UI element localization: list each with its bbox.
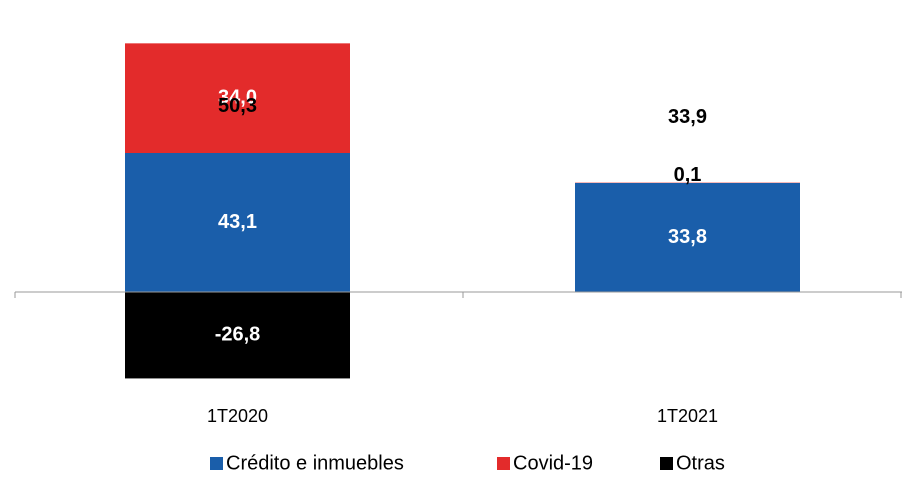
bar-segment xyxy=(125,153,350,292)
bar-segment xyxy=(575,182,800,292)
x-tick-label: 1T2021 xyxy=(657,406,718,426)
value-label: 43,1 xyxy=(218,211,257,233)
value-label: 0,1 xyxy=(674,164,702,186)
x-tick-label: 1T2020 xyxy=(207,406,268,426)
legend-label: Covid-19 xyxy=(513,452,593,474)
bar-segment xyxy=(125,292,350,379)
value-label: -26,8 xyxy=(215,323,261,345)
value-label: 33,8 xyxy=(668,226,707,248)
total-label: 50,3 xyxy=(218,95,257,117)
legend-swatch xyxy=(210,457,223,470)
legend-label: Otras xyxy=(676,452,725,474)
legend-swatch xyxy=(497,457,510,470)
bar-segment xyxy=(125,43,350,154)
legend-swatch xyxy=(660,457,673,470)
legend-label: Crédito e inmuebles xyxy=(226,452,404,474)
value-label: 34,0 xyxy=(218,86,257,108)
total-label: 33,9 xyxy=(668,106,707,128)
